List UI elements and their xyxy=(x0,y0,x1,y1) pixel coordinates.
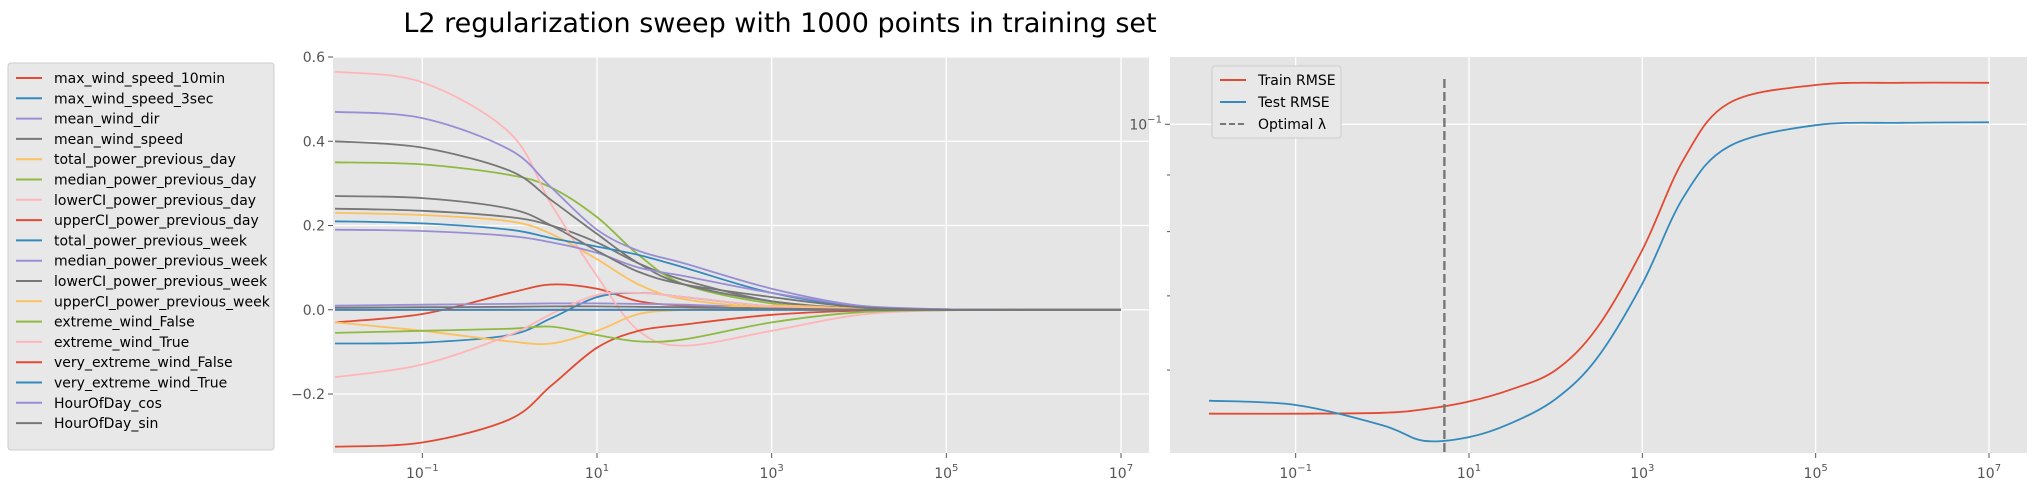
x-tick-label: 107 xyxy=(1977,463,2001,482)
ticks: 10−1 101 103 105 107 −0.2 0.0 0.2 0.4 0.6 xyxy=(291,50,1133,482)
x-tick-label: 101 xyxy=(585,463,609,482)
x-tick-label: 103 xyxy=(760,463,784,482)
x-tick-label: 10−1 xyxy=(406,463,439,482)
series-lines xyxy=(334,70,1122,448)
x-tick-label: 105 xyxy=(934,463,958,482)
legend-label: Test RMSE xyxy=(1257,95,1330,111)
legend-label: lowerCI_power_previous_week xyxy=(54,274,268,290)
figure-title: L2 regularization sweep with 1000 points… xyxy=(403,8,1156,39)
train-rmse-line xyxy=(1208,81,1990,415)
legend-label: extreme_wind_True xyxy=(54,335,189,351)
legend-label: upperCI_power_previous_week xyxy=(54,294,271,310)
legend-label: median_power_previous_day xyxy=(54,173,256,189)
y-tick-label: −0.2 xyxy=(291,387,325,403)
rmse-legend: Train RMSE Test RMSE Optimal λ xyxy=(1211,65,1342,139)
x-tick-label: 101 xyxy=(1457,463,1481,482)
y-tick-label: 0.4 xyxy=(303,134,325,150)
y-tick-label: 0.2 xyxy=(303,219,325,235)
legend-label: very_extreme_wind_True xyxy=(54,376,227,392)
legend-label: HourOfDay_cos xyxy=(54,396,162,412)
legend-label: HourOfDay_sin xyxy=(54,416,158,432)
x-tick-label: 107 xyxy=(1109,463,1133,482)
legend-label: max_wind_speed_10min xyxy=(54,71,225,87)
legend-label: upperCI_power_previous_day xyxy=(54,213,259,229)
series-lines xyxy=(1208,79,1990,453)
legend-label: Train RMSE xyxy=(1257,73,1336,89)
legend-label: mean_wind_dir xyxy=(54,112,160,128)
x-tick-label: 10−1 xyxy=(1279,463,1312,482)
legend-label: total_power_previous_week xyxy=(54,233,248,249)
coefficient-paths-panel: 10−1 101 103 105 107 −0.2 0.0 0.2 0.4 0.6 xyxy=(291,50,1149,482)
coefficient-line xyxy=(334,305,1121,311)
legend-label: median_power_previous_week xyxy=(54,254,268,270)
legend-label: total_power_previous_day xyxy=(54,152,236,168)
y-tick-label: 10−1 xyxy=(1129,114,1162,133)
plot-area xyxy=(333,57,1149,453)
x-tick-label: 103 xyxy=(1630,463,1654,482)
legend-label: mean_wind_speed xyxy=(54,132,183,148)
rmse-panel: 10−1 101 103 105 107 10−1 Train RMSE Test RMSE… xyxy=(1129,57,2027,482)
legend-frame xyxy=(7,62,275,451)
legend-items: max_wind_speed_10min max_wind_speed_3secm… xyxy=(16,71,271,432)
legend-label: max_wind_speed_3sec xyxy=(54,91,213,107)
y-tick-label: 0.6 xyxy=(303,50,325,66)
coefficient-legend: max_wind_speed_10min max_wind_speed_3secm… xyxy=(7,62,275,451)
ticks: 10−1 101 103 105 107 10−1 xyxy=(1129,114,2001,482)
legend-label: very_extreme_wind_False xyxy=(54,355,233,371)
y-tick-label: 0.0 xyxy=(303,303,325,319)
test-rmse-line xyxy=(1208,121,1990,443)
legend-label: lowerCI_power_previous_day xyxy=(54,193,256,209)
legend-label: Optimal λ xyxy=(1258,117,1326,133)
legend-frame xyxy=(1211,65,1342,139)
legend-label: extreme_wind_False xyxy=(54,315,195,331)
x-tick-label: 105 xyxy=(1804,463,1828,482)
